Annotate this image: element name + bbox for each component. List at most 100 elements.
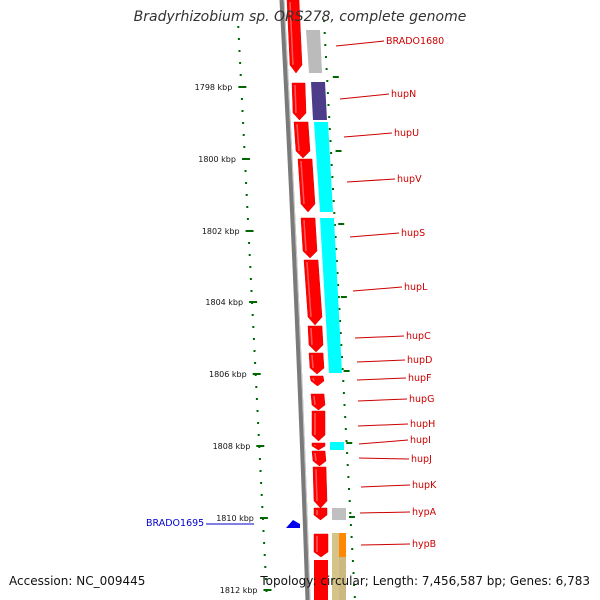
ruler-dot (263, 542, 266, 544)
feature-block-hupu-v (314, 122, 333, 212)
gene-arrow (309, 375, 325, 387)
inner-dot (337, 296, 340, 298)
ruler-dot (264, 578, 267, 580)
gene-label-hupn: hupN (391, 89, 416, 100)
gene-label-hupu: hupU (394, 128, 419, 139)
callout-line-hupc (354, 335, 405, 339)
inner-dot (346, 452, 349, 454)
inner-dot (341, 368, 344, 370)
gene-label-hups: hupS (401, 228, 425, 239)
ruler-dot (252, 326, 255, 328)
inner-dot (324, 44, 327, 46)
inner-dot (348, 500, 351, 502)
inner-dot (329, 140, 332, 142)
ruler-dot (259, 470, 262, 472)
gene-label-brado1680: BRADO1680 (386, 36, 444, 47)
gene-label-hupl: hupL (404, 282, 428, 293)
ruler-dot (245, 182, 248, 184)
ruler-dot (256, 410, 259, 412)
gene-label-hupj: hupJ (411, 454, 432, 465)
brado1695-marker (286, 520, 300, 528)
gene-arrow (291, 82, 307, 121)
gene-label-hupg: hupG (409, 394, 434, 405)
inner-dot (339, 332, 342, 334)
inner-dot (345, 440, 348, 442)
ruler-tick-label: 1812 kbp (220, 586, 258, 595)
inner-dot (337, 284, 340, 286)
inner-dot (325, 68, 328, 70)
gene-label-hupc: hupC (406, 331, 431, 342)
inner-dot (331, 176, 334, 178)
inner-dot (336, 272, 339, 274)
gene-arrow (311, 410, 326, 442)
feature-block-hypb-2 (339, 533, 346, 557)
feature-block-hupn (311, 82, 327, 120)
ruler-dot (241, 110, 244, 112)
ruler-dot (248, 242, 251, 244)
inner-dot (333, 224, 336, 226)
ruler-tick-label: 1808 kbp (213, 442, 251, 451)
inner-dot (346, 464, 349, 466)
feature-block-hypb-3 (339, 557, 346, 600)
inner-dot (335, 260, 338, 262)
gene-arrow (307, 325, 324, 353)
ruler-dot (237, 26, 240, 28)
inner-dot (340, 344, 343, 346)
gene-arrow (312, 466, 328, 509)
gene-arrows (286, 0, 329, 600)
ruler-dot (255, 398, 258, 400)
inner-dot (351, 560, 354, 562)
ruler-dot (260, 482, 263, 484)
gene-arrow-shine (314, 452, 317, 462)
inner-dot (327, 104, 330, 106)
gene-arrow-shine (300, 160, 305, 205)
inner-dot (328, 116, 331, 118)
gene-label-hupv: hupV (397, 174, 422, 185)
gene-arrow (303, 259, 323, 326)
ruler-dot (240, 98, 243, 100)
feature-block-hups-l (320, 218, 342, 373)
feature-block-hypb-1 (332, 533, 339, 600)
gene-arrow-shine (303, 219, 307, 252)
inner-dot (323, 20, 326, 22)
inner-dot (339, 320, 342, 322)
inner-dot (342, 392, 345, 394)
brado1695-label: BRADO1695 (146, 518, 204, 529)
ruler-dot (251, 314, 254, 316)
callout-line-hupu (343, 132, 393, 138)
gene-arrow-shine (315, 468, 318, 502)
ruler-ticks: 1798 kbp 1800 kbp 1802 kbp 1804 kbp 1806 kbp… (195, 83, 272, 595)
gene-arrow (313, 507, 328, 521)
gene-arrow (314, 560, 328, 600)
gene-arrow-shine (306, 261, 312, 318)
inner-dot (344, 428, 347, 430)
ruler-dot (238, 50, 241, 52)
ruler-dot (246, 218, 249, 220)
callout-line-brado1680 (335, 40, 385, 47)
gene-arrow (293, 121, 311, 159)
ruler-tick-label: 1810 kbp (216, 514, 254, 523)
ruler-dot (245, 194, 248, 196)
inner-dot (330, 164, 333, 166)
ruler-dot (261, 506, 264, 508)
gene-arrow-shine (313, 395, 316, 406)
ruler-dot (255, 386, 258, 388)
callout-line-hypb (360, 543, 411, 546)
inner-dot (326, 92, 329, 94)
inner-dot (349, 524, 352, 526)
gene-arrow-shine (296, 123, 300, 152)
gene-arrow (308, 352, 325, 375)
ruler-dot (243, 146, 246, 148)
ruler-dot (246, 206, 249, 208)
inner-dot (330, 152, 333, 154)
ruler-dotted-line (237, 26, 268, 592)
ruler-tick-label: 1798 kbp (195, 83, 233, 92)
callout-line-hupd (356, 359, 406, 363)
callout-line-hupk (360, 484, 411, 488)
inner-dot (328, 128, 331, 130)
gene-arrow-shine (311, 354, 314, 369)
ruler-dot (249, 266, 252, 268)
feature-block-hupi (330, 442, 344, 450)
callout-line-hupf (356, 377, 407, 381)
gene-arrow (313, 533, 329, 558)
